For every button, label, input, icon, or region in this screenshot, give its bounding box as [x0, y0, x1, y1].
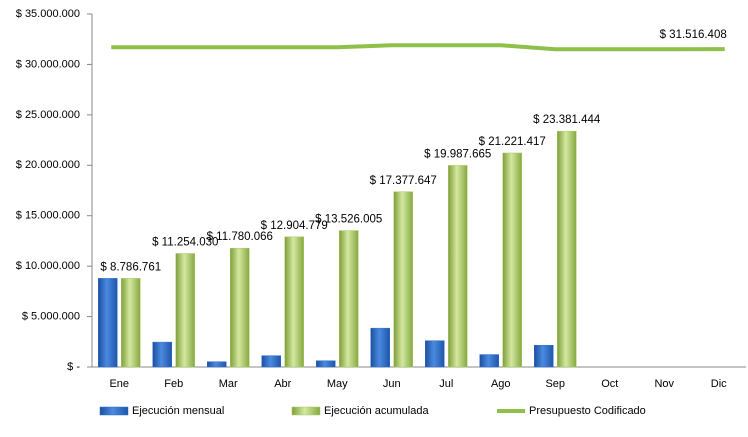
x-tick-label: May	[327, 378, 348, 390]
legend-label: Ejecución acumulada	[324, 405, 429, 417]
data-label: $ 21.221.417	[479, 136, 546, 148]
bar	[261, 355, 281, 368]
bar	[534, 344, 554, 368]
data-label: $ 11.254.030	[152, 237, 218, 249]
y-tick-label: $ 5.000.000	[22, 310, 80, 322]
x-tick-label: Ene	[109, 378, 129, 390]
bar	[502, 152, 522, 368]
line	[111, 43, 725, 52]
x-tick-label: Dic	[711, 378, 727, 390]
bar	[316, 360, 336, 368]
x-tick-label: Jul	[439, 378, 453, 390]
bar	[98, 278, 118, 368]
x-tick-label: Ago	[491, 378, 511, 390]
x-tick-label: Sep	[545, 378, 565, 390]
legend-label: Ejecución mensual	[132, 405, 224, 417]
bar	[448, 165, 468, 368]
bar	[230, 247, 250, 368]
x-tick-label: Oct	[601, 378, 618, 390]
bar	[152, 341, 172, 368]
y-tick-label: $ 15.000.000	[16, 210, 80, 222]
y-tick-label: $ 35.000.000	[16, 8, 80, 20]
y-tick-label: $ 10.000.000	[16, 260, 80, 272]
data-label: $ 23.381.444	[533, 114, 601, 126]
x-tick-label: Mar	[219, 378, 238, 390]
bar	[121, 278, 141, 368]
legend-swatch	[99, 406, 129, 416]
bar	[393, 191, 413, 368]
y-tick-label: $ -	[67, 361, 80, 373]
y-tick-label: $ 25.000.000	[16, 109, 80, 121]
x-tick-label: Abr	[274, 378, 291, 390]
legend-swatch	[291, 406, 321, 416]
legend-label: Presupuesto Codificado	[529, 405, 646, 417]
bar	[479, 354, 499, 368]
bar	[207, 361, 227, 368]
data-label: $ 8.786.761	[100, 261, 161, 273]
bar	[175, 253, 195, 368]
x-tick-label: Feb	[164, 378, 183, 390]
data-label: $ 11.780.066	[207, 231, 273, 243]
data-label: $ 17.377.647	[370, 175, 437, 187]
bar	[557, 130, 577, 368]
data-label: $ 13.526.005	[315, 214, 382, 226]
data-label: $ 19.987.665	[424, 148, 491, 160]
y-tick-label: $ 20.000.000	[16, 159, 80, 171]
y-tick-label: $ 30.000.000	[16, 58, 80, 70]
bar	[284, 236, 304, 368]
x-tick-label: Jun	[383, 378, 401, 390]
x-tick-label: Nov	[654, 378, 674, 390]
bar	[370, 327, 390, 368]
bar	[339, 230, 359, 368]
data-label: $ 12.904.779	[261, 220, 328, 232]
bar	[425, 340, 445, 368]
data-label: $ 31.516.408	[660, 29, 727, 41]
